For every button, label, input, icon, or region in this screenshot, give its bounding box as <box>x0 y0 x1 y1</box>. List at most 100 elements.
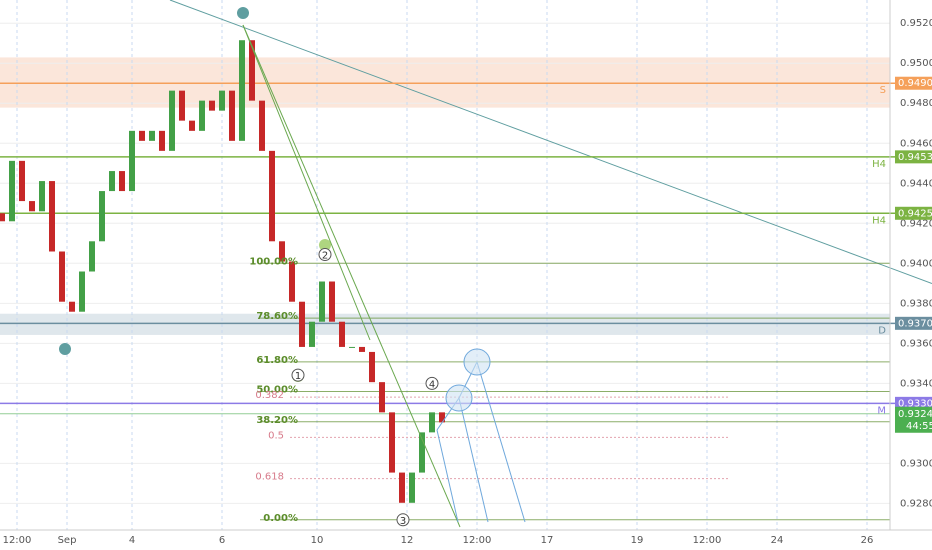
candle-body <box>119 171 125 192</box>
level-label: 0.94900 <box>898 78 932 89</box>
candle-body <box>319 281 325 322</box>
level-box <box>895 150 932 164</box>
level-label: 0.94250 <box>898 208 932 219</box>
level-label: 0.93700 <box>898 318 932 329</box>
candle-body <box>259 100 265 151</box>
fib-label: 61.80% <box>256 355 298 366</box>
x-tick-label: 12 <box>401 535 414 546</box>
projection-label: 0.5 <box>268 430 284 441</box>
candle-body <box>279 241 285 262</box>
candle-body <box>409 472 415 503</box>
candle-body <box>209 100 215 111</box>
level-tag: H4 <box>872 215 886 226</box>
candle-body <box>109 171 115 192</box>
level-box <box>895 206 932 220</box>
trendline <box>169 0 932 284</box>
y-tick-label: 0.92800 <box>900 498 932 509</box>
candle-body <box>239 40 245 141</box>
candle-body <box>229 90 235 141</box>
grid-layer <box>0 0 932 530</box>
x-tick-label: 12:00 <box>463 535 492 546</box>
candle-body <box>149 130 155 141</box>
candle-body <box>79 271 85 312</box>
target-circle <box>463 348 491 376</box>
pivot-dot <box>319 239 331 251</box>
candle-body <box>389 412 395 473</box>
time-axis <box>0 530 932 550</box>
candle-body <box>159 130 165 151</box>
x-tick-label: 10 <box>311 535 324 546</box>
candle-body <box>69 301 75 312</box>
x-tick-label: Sep <box>58 535 77 546</box>
green-trend <box>242 24 461 528</box>
candle-body <box>369 351 375 383</box>
wave-label: 1 <box>295 371 301 382</box>
candle-body <box>169 90 175 151</box>
last-price-label: 0.93248 <box>898 409 932 420</box>
candle-body <box>419 432 425 473</box>
level-box <box>895 76 932 90</box>
candle-body <box>269 150 275 242</box>
wave-label: 3 <box>400 516 406 527</box>
candle-body <box>349 346 355 348</box>
x-tick-label: 24 <box>771 535 784 546</box>
wave-label: 4 <box>429 379 435 390</box>
target-circle <box>445 384 473 412</box>
x-tick-label: 12:00 <box>693 535 722 546</box>
candle-body <box>179 90 185 121</box>
x-tick-label: 19 <box>631 535 644 546</box>
candle-body <box>339 321 345 347</box>
candle-body <box>99 191 105 242</box>
candle-body <box>39 181 45 212</box>
level-box <box>895 396 932 410</box>
candle-body <box>0 213 5 222</box>
candle-body <box>429 412 435 433</box>
wave-circle <box>425 376 439 390</box>
pivot-dot <box>237 7 249 19</box>
candle-body <box>189 120 195 131</box>
projection-label: 0.382 <box>255 390 284 401</box>
candle-body <box>89 241 95 272</box>
projection-path <box>476 361 526 523</box>
level-box <box>895 316 932 330</box>
candle-body <box>9 160 15 222</box>
wave-circle <box>396 513 410 527</box>
candle-body <box>59 251 65 302</box>
level-label: 0.94532 <box>898 152 932 163</box>
candle-body <box>329 281 335 322</box>
candle-body <box>219 90 225 111</box>
fib-label: 38.20% <box>256 415 298 426</box>
candle-body <box>49 181 55 252</box>
level-label: 0.93300 <box>898 398 932 409</box>
candle-body <box>29 201 35 212</box>
projection-label: 0.618 <box>255 472 284 483</box>
candle-body <box>399 472 405 503</box>
last-price-box <box>895 406 932 433</box>
projection-path <box>458 397 489 523</box>
projection-path <box>436 429 459 523</box>
candle-body <box>289 261 295 302</box>
level-tag: D <box>878 325 886 336</box>
candle-body <box>199 100 205 131</box>
mark-layer <box>0 40 445 503</box>
fib-label: 100.00% <box>249 256 298 267</box>
pivot-dot <box>59 343 71 355</box>
x-tick-label: 26 <box>861 535 874 546</box>
candle-body <box>379 382 385 413</box>
level-tag: S <box>880 85 886 96</box>
candle-body <box>439 412 445 423</box>
level-tag: M <box>877 405 886 416</box>
wave-circle <box>291 368 305 382</box>
